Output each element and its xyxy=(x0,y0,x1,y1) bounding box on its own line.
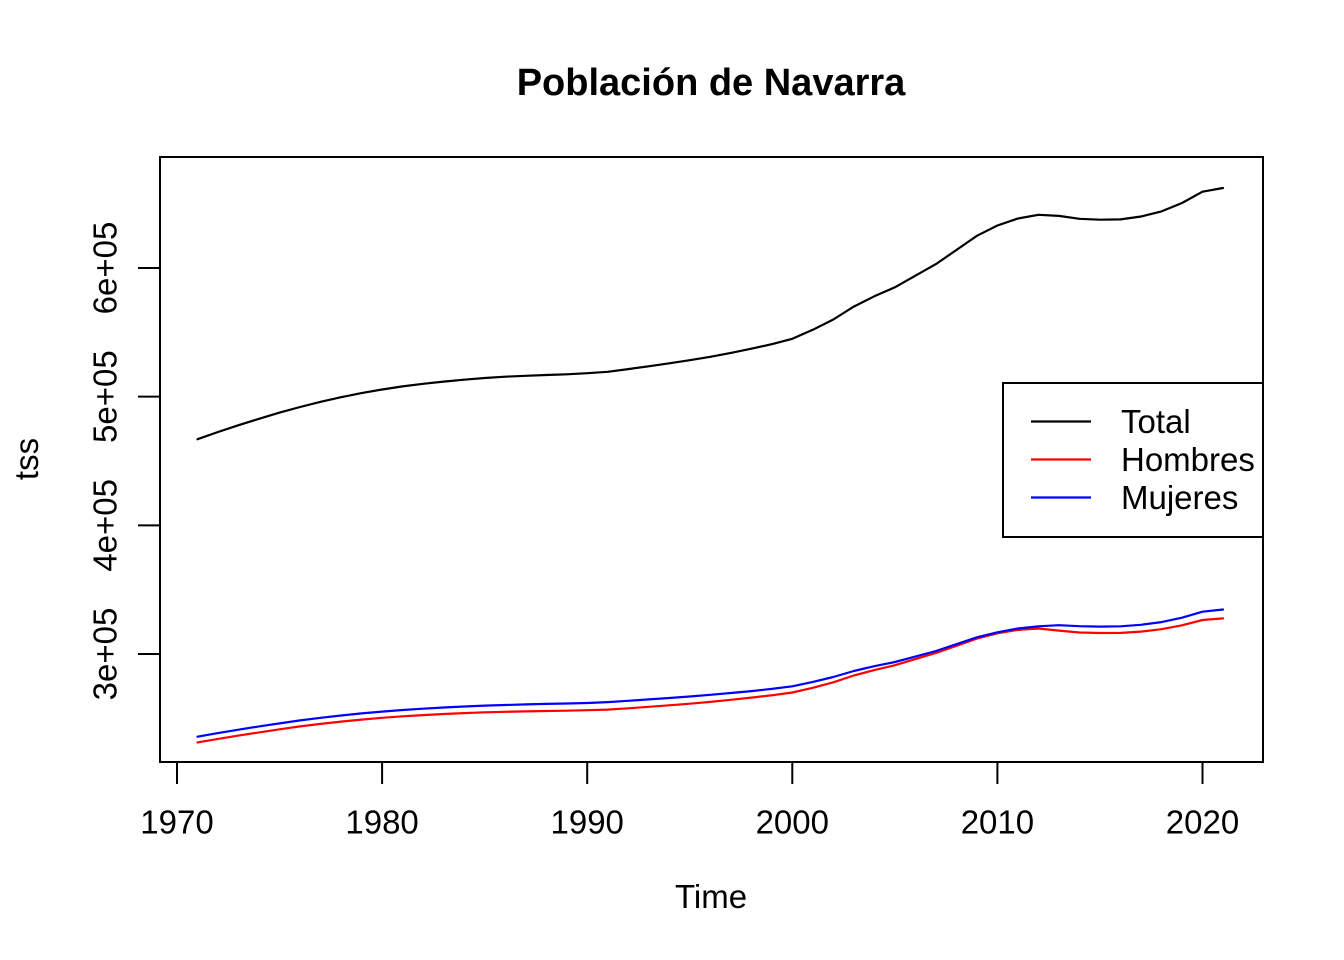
mujeres-line xyxy=(196,608,1225,738)
legend-label-mujeres: Mujeres xyxy=(1121,479,1238,516)
legend-item-mujeres: Mujeres xyxy=(1031,479,1238,516)
x-tick-label: 1990 xyxy=(550,804,623,841)
x-axis-label: Time xyxy=(675,878,747,915)
x-tick-label: 1980 xyxy=(345,804,418,841)
legend-item-total: Total xyxy=(1031,403,1191,440)
x-tick-label: 2000 xyxy=(756,804,829,841)
hombres-line xyxy=(196,617,1225,744)
legend: Total Hombres Mujeres xyxy=(1002,382,1264,538)
x-tick-label: 2020 xyxy=(1166,804,1239,841)
legend-item-hombres: Hombres xyxy=(1031,441,1255,478)
total-line xyxy=(196,186,1225,441)
x-axis: 1970 1980 1990 2000 2010 2020 xyxy=(140,762,1239,841)
chart-title: Población de Navarra xyxy=(517,62,906,104)
x-tick-label: 1970 xyxy=(140,804,213,841)
y-tick-label: 6e+05 xyxy=(87,222,124,315)
legend-label-total: Total xyxy=(1121,403,1191,440)
y-axis-label: tss xyxy=(8,438,45,480)
x-tick-label: 2010 xyxy=(961,804,1034,841)
y-tick-label: 3e+05 xyxy=(87,608,124,701)
y-axis: 3e+05 4e+05 5e+05 6e+05 xyxy=(87,222,160,701)
plot-area xyxy=(196,186,1225,744)
y-tick-label: 5e+05 xyxy=(87,350,124,443)
legend-label-hombres: Hombres xyxy=(1121,441,1255,478)
y-tick-label: 4e+05 xyxy=(87,479,124,572)
